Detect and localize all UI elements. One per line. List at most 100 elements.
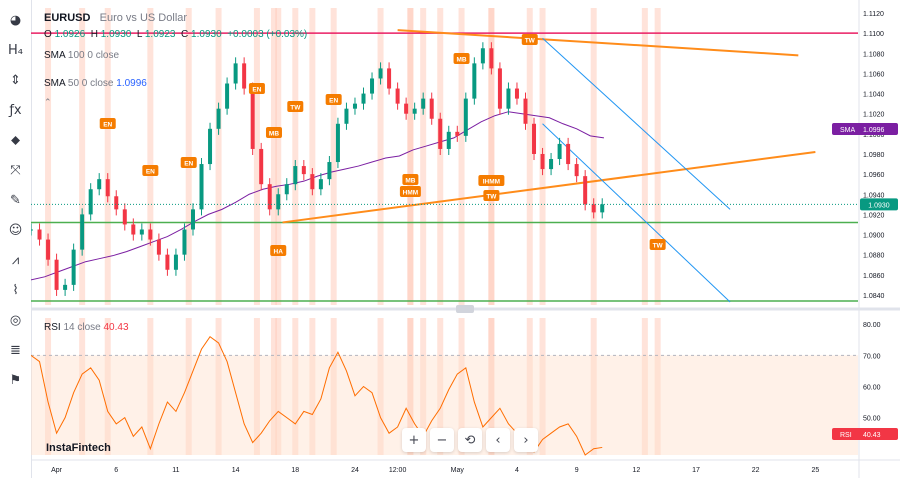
rsi-name: RSI bbox=[44, 322, 61, 333]
highlight-bar bbox=[292, 8, 299, 305]
channel-lower-line bbox=[542, 123, 731, 303]
time-tick-label: 6 bbox=[114, 467, 118, 474]
price-tick-label: 1.1120 bbox=[863, 11, 884, 18]
zoom-out-button[interactable]: − bbox=[430, 428, 454, 452]
time-tick-label: 12 bbox=[632, 467, 640, 474]
chart-area[interactable]: 1.08401.08601.08801.09001.09201.09401.09… bbox=[31, 0, 900, 478]
price-tick-label: 1.0900 bbox=[863, 233, 885, 240]
heading-icon[interactable]: H₄ bbox=[8, 43, 23, 58]
candle-body bbox=[421, 98, 426, 109]
open-label: O bbox=[44, 29, 52, 40]
candle-body bbox=[88, 189, 93, 215]
highlight-bar bbox=[437, 318, 444, 455]
alert-icon[interactable]: ⚑ bbox=[9, 373, 22, 388]
collapse-legend-icon[interactable]: ⌃ bbox=[44, 98, 52, 108]
candle-body bbox=[361, 93, 366, 104]
brush-icon[interactable]: ✎ bbox=[10, 193, 21, 208]
price-tick-label: 1.1100 bbox=[863, 31, 884, 38]
rsi-badge bbox=[832, 428, 898, 440]
reset-button[interactable]: ⟲ bbox=[458, 428, 482, 452]
highlight-bar bbox=[407, 8, 414, 305]
sma50-name: SMA bbox=[44, 78, 66, 89]
candle-body bbox=[327, 162, 332, 180]
zoom-in-button[interactable]: + bbox=[402, 428, 426, 452]
annotation-label: TW bbox=[290, 105, 301, 112]
falling-trend-line bbox=[397, 29, 799, 57]
rsi-tick-label: 80.00 bbox=[863, 322, 881, 329]
highlight-bar bbox=[185, 318, 192, 455]
sma-badge-label: SMA bbox=[840, 127, 856, 134]
candle-body bbox=[310, 174, 315, 190]
rsi-tick-label: 60.00 bbox=[863, 385, 881, 392]
sma100-legend[interactable]: SMA 100 0 close bbox=[44, 50, 119, 61]
ohlc-legend: O 1.0926 H 1.0930 L 1.0923 C 1.0930 +0.0… bbox=[44, 29, 307, 40]
annotation-badge bbox=[521, 34, 538, 45]
ruler-icon[interactable]: ⌇ bbox=[12, 283, 19, 298]
fx-icon[interactable]: ƒx bbox=[9, 103, 22, 118]
rsi-axis: 50.00 60.00 70.00 80.00 bbox=[863, 322, 881, 422]
candle-body bbox=[574, 164, 579, 177]
price-tick-label: 1.1040 bbox=[863, 92, 885, 99]
pattern-icon[interactable]: ⩘ bbox=[11, 253, 20, 268]
annotation-badge bbox=[453, 53, 470, 64]
candle-body bbox=[463, 98, 468, 136]
annotation-badge bbox=[270, 245, 287, 256]
pattern-annotations: EN EN EN EN MB TW EN MB TW HA MB HMM IHMM TW TW bbox=[99, 34, 666, 256]
candle-body bbox=[233, 63, 238, 84]
node-icon[interactable]: ⬥ bbox=[10, 133, 21, 148]
scroll-left-button[interactable]: ‹ bbox=[486, 428, 510, 452]
annotation-label: TW bbox=[486, 194, 497, 201]
highlight-bar bbox=[377, 318, 384, 455]
annotation-label: EN bbox=[329, 98, 338, 105]
candle-body bbox=[583, 176, 588, 205]
symbol-ticker: EURUSD bbox=[44, 12, 91, 24]
eye-icon[interactable]: ◎ bbox=[9, 313, 22, 328]
candle-body bbox=[182, 229, 187, 255]
candle-body bbox=[540, 153, 545, 170]
annotation-label: IHMM bbox=[483, 179, 500, 186]
pitchfork-icon[interactable]: ⤧ bbox=[10, 163, 21, 178]
highlight-bar bbox=[309, 8, 316, 305]
candle-body bbox=[250, 88, 255, 149]
candle-body bbox=[438, 118, 443, 149]
price-tick-label: 1.0840 bbox=[863, 293, 885, 300]
highlight-bar bbox=[79, 318, 86, 455]
candle-body bbox=[370, 78, 375, 94]
candle-body bbox=[318, 179, 323, 190]
candle-body bbox=[242, 63, 247, 89]
sma100-name: SMA bbox=[44, 50, 66, 61]
emoji-icon[interactable]: ☺ bbox=[8, 223, 23, 238]
candle-body bbox=[472, 63, 477, 99]
annotation-label: MB bbox=[269, 131, 279, 138]
candle-body bbox=[165, 254, 170, 270]
scroll-right-button[interactable]: › bbox=[514, 428, 538, 452]
highlight-bar bbox=[641, 8, 648, 305]
sma50-legend[interactable]: SMA 50 0 close 1.0996 bbox=[44, 78, 147, 89]
long-position-icon[interactable]: ⇕ bbox=[10, 73, 21, 88]
rsi-legend[interactable]: RSI 14 close 40.43 bbox=[44, 322, 129, 333]
brand-logo: InstaFintech bbox=[46, 442, 111, 454]
highlight-bar bbox=[104, 318, 111, 455]
annotation-label: TW bbox=[653, 243, 664, 250]
candle-body bbox=[37, 229, 42, 240]
highlight-bar bbox=[215, 318, 222, 455]
highlight-bar bbox=[79, 8, 86, 305]
highlight-bar bbox=[270, 8, 277, 305]
candle-body bbox=[446, 131, 451, 149]
candle-body bbox=[344, 108, 349, 124]
logo-icon[interactable]: ◕ bbox=[9, 13, 22, 28]
channel-upper-line bbox=[542, 37, 731, 210]
time-tick-label: 25 bbox=[811, 467, 819, 474]
candle-body bbox=[63, 284, 68, 290]
candle-body bbox=[387, 68, 392, 89]
all-icon[interactable]: ≣ bbox=[10, 343, 21, 358]
candle-body bbox=[284, 184, 289, 195]
candle-body bbox=[566, 143, 571, 165]
rsi-badge-value: 40.43 bbox=[863, 432, 881, 439]
highlight-bar bbox=[309, 318, 316, 455]
open-value: 1.0926 bbox=[54, 29, 86, 40]
highlight-bar bbox=[420, 8, 427, 305]
candle-body bbox=[97, 179, 102, 190]
sma-badge-value: 1.0996 bbox=[863, 127, 885, 134]
highlight-bar bbox=[654, 318, 661, 455]
